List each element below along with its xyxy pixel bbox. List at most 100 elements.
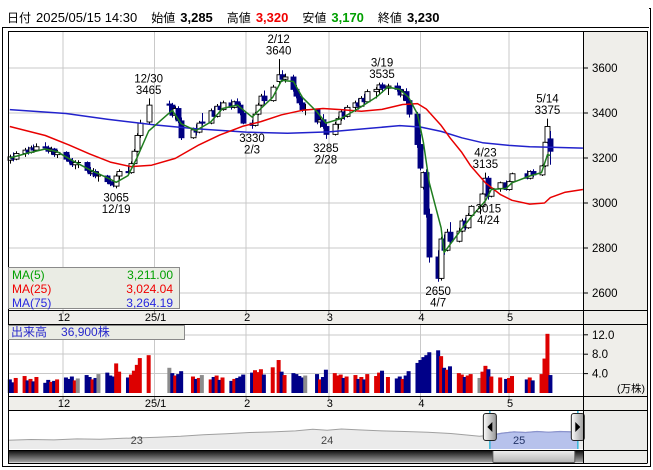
- volume-bar: [406, 371, 411, 393]
- ma25-value: 3,024.04: [126, 282, 173, 296]
- volume-bar: [332, 373, 337, 393]
- chart-annotation: 3330: [239, 133, 265, 145]
- volume-bar: [176, 374, 181, 393]
- chart-annotation: 4/24: [477, 215, 500, 227]
- candle-body: [447, 231, 454, 242]
- candle-body: [497, 182, 504, 189]
- high-label: 高値: [226, 11, 251, 25]
- month-label: 2: [244, 398, 250, 410]
- high-value: 3,320: [255, 10, 289, 25]
- volume-bar: [279, 371, 284, 393]
- volume-bar: [52, 380, 57, 393]
- volume-bar: [108, 375, 113, 393]
- volume-bar: [397, 376, 402, 393]
- candle-body: [137, 122, 144, 136]
- volume-bar: [22, 376, 27, 393]
- volume-bar: [344, 376, 349, 393]
- volume-bar: [421, 357, 426, 393]
- volume-bar: [459, 374, 464, 393]
- ma75-value: 3,264.19: [126, 296, 173, 310]
- volume-bar: [208, 379, 213, 393]
- volume-bar: [403, 375, 408, 393]
- low-value: 3,170: [331, 10, 364, 25]
- chart-annotation: 2/12: [267, 34, 289, 46]
- chart-annotation: 12/30: [134, 73, 163, 85]
- volume-bar: [530, 380, 535, 393]
- volume-bar: [394, 378, 399, 393]
- candle-body: [438, 238, 445, 279]
- volume-bar: [87, 376, 92, 393]
- open-value: 3,285: [180, 10, 213, 25]
- ma25-label: MA(25): [12, 282, 52, 296]
- volume-bar: [128, 374, 133, 393]
- volume-bar: [462, 376, 467, 393]
- date-label: 日付: [7, 11, 32, 25]
- volume-bar: [69, 376, 74, 393]
- month-label: 12: [58, 398, 70, 410]
- volume-bar: [338, 374, 343, 393]
- volume-bar: [49, 381, 54, 393]
- volume-bar: [261, 374, 266, 393]
- volume-bar: [146, 355, 151, 393]
- volume-bar: [315, 374, 320, 393]
- volume-tick-label: 12.0: [592, 330, 614, 342]
- candle-body: [116, 171, 123, 177]
- volume-bar: [539, 374, 544, 393]
- chart-annotation: 2/3: [244, 144, 260, 156]
- price-tick-label: 2800: [592, 243, 618, 255]
- volume-bar: [545, 333, 550, 393]
- volume-bar: [46, 379, 51, 393]
- month-label: 5: [507, 398, 513, 410]
- volume-bar: [427, 352, 432, 393]
- volume-bar: [258, 369, 263, 393]
- navigator-selected-area: [489, 431, 578, 449]
- chart-annotation: 2650: [425, 286, 451, 298]
- price-tick-label: 3000: [592, 198, 618, 210]
- chart-annotation: 3375: [535, 105, 561, 117]
- month-label: 3: [327, 398, 333, 410]
- volume-bar: [510, 376, 515, 393]
- candle-body: [134, 135, 141, 152]
- volume-tick-label: 8.0: [592, 349, 608, 361]
- navigator-selected-line: [489, 430, 578, 436]
- candle-body: [323, 126, 330, 135]
- volume-bar: [28, 378, 33, 393]
- scrollbar-track[interactable]: [8, 450, 583, 463]
- close-label: 終値: [377, 11, 402, 25]
- scrollbar-thumb[interactable]: [492, 450, 576, 463]
- right-axis-panel: [583, 31, 647, 410]
- volume-bar: [548, 375, 553, 393]
- navigator-area: [8, 429, 583, 449]
- volume-bar: [255, 372, 260, 393]
- volume-label: 出来高: [11, 325, 48, 339]
- volume-bar: [66, 378, 71, 393]
- volume-bar: [10, 382, 15, 393]
- volume-bar: [25, 380, 30, 393]
- volume-bar: [31, 381, 36, 393]
- chart-annotation: 3135: [473, 159, 499, 171]
- volume-bar: [34, 376, 39, 393]
- volume-bar: [93, 377, 98, 393]
- candle-body: [240, 112, 247, 124]
- volume-bar: [131, 370, 136, 393]
- volume-bar: [179, 371, 184, 393]
- volume-bar: [55, 379, 60, 393]
- volume-bar: [217, 379, 222, 393]
- volume-bar: [211, 376, 216, 393]
- volume-bar: [294, 374, 299, 393]
- price-tick-label: 3400: [592, 108, 618, 120]
- candle-body: [146, 104, 153, 123]
- navigator-year-label: 24: [321, 435, 333, 447]
- volume-bar: [480, 371, 485, 393]
- volume-bar: [468, 374, 473, 393]
- ma75-label: MA(75): [12, 296, 52, 310]
- volume-bar: [137, 358, 142, 393]
- volume-bar: [276, 360, 281, 393]
- volume-bar: [241, 374, 246, 393]
- volume-bar: [235, 377, 240, 393]
- volume-bar: [504, 378, 509, 393]
- ma5-label: MA(5): [12, 268, 45, 282]
- chart-annotation: 3285: [313, 143, 339, 155]
- arrow-left-icon: [487, 422, 493, 432]
